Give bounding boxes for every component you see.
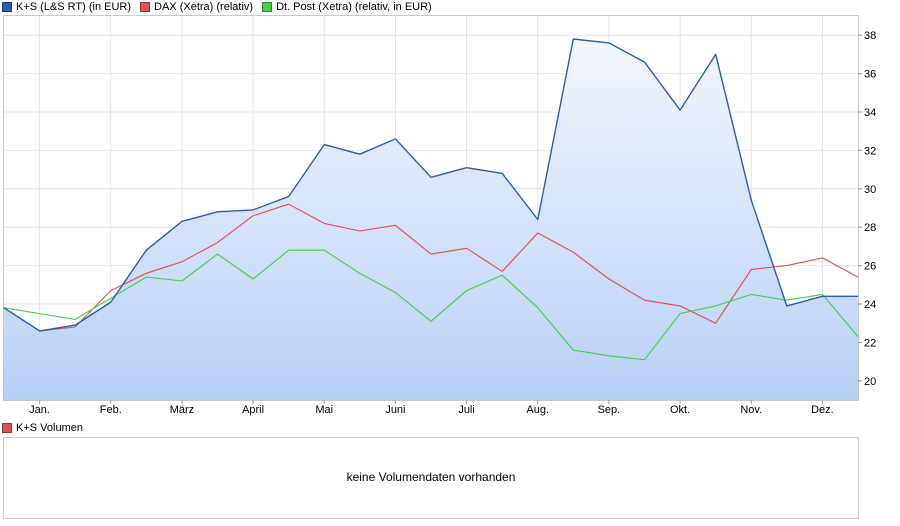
x-axis-ticks: Jan. Feb. März April Mai Juni Juli Aug. Sep. Okt.…: [29, 400, 834, 416]
volume-legend: K+S Volumen: [2, 421, 83, 435]
volume-empty-message: keine Volumendaten vorhanden: [346, 470, 516, 484]
volume-legend-swatch: [2, 423, 12, 433]
series-line-1: [3, 203, 859, 332]
series-line-2: [3, 249, 859, 361]
series-line-0: [3, 38, 858, 332]
y-tick-label: 30: [864, 184, 876, 196]
y-tick-label: 26: [864, 261, 876, 273]
legend-label-ks: K+S (L&S RT) (in EUR): [16, 1, 132, 13]
y-tick-label: 28: [864, 222, 876, 234]
x-tick-label: Juli: [458, 404, 475, 416]
x-tick-label: Dez.: [811, 404, 834, 416]
y-axis-ticks: 20 22 24 26 28 30 32 34 36 38: [858, 30, 876, 388]
legend-item-post[interactable]: Dt. Post (Xetra) (relativ, in EUR): [262, 1, 432, 13]
y-tick-label: 32: [864, 145, 876, 157]
x-tick-label: März: [170, 404, 194, 416]
x-tick-label: Nov.: [740, 404, 762, 416]
x-tick-label: Okt.: [670, 404, 690, 416]
y-tick-label: 34: [864, 107, 876, 119]
x-tick-label: Sep.: [598, 404, 621, 416]
series-lines: [3, 38, 859, 361]
legend-swatch-ks: [2, 2, 12, 12]
legend-swatch-post: [262, 2, 273, 12]
chart-legend: K+S (L&S RT) (in EUR) DAX (Xetra) (relat…: [2, 0, 441, 14]
legend-item-ks[interactable]: K+S (L&S RT) (in EUR): [2, 1, 131, 13]
legend-item-dax[interactable]: DAX (Xetra) (relativ): [140, 1, 253, 13]
volume-panel: keine Volumendaten vorhanden: [3, 437, 859, 519]
x-tick-label: Aug.: [526, 404, 549, 416]
ks-area-fill: [4, 39, 858, 400]
volume-legend-label: K+S Volumen: [16, 422, 83, 434]
x-tick-label: Mai: [315, 404, 333, 416]
y-tick-label: 24: [864, 299, 876, 311]
x-tick-label: Juni: [385, 404, 405, 416]
legend-label-post: Dt. Post (Xetra) (relativ, in EUR): [276, 1, 432, 13]
x-tick-label: Feb.: [100, 404, 122, 416]
y-tick-label: 38: [864, 30, 876, 42]
legend-swatch-dax: [140, 2, 151, 12]
legend-label-dax: DAX (Xetra) (relativ): [154, 1, 254, 13]
x-tick-label: Jan.: [29, 404, 50, 416]
y-tick-label: 20: [864, 376, 876, 388]
y-tick-label: 22: [864, 337, 876, 349]
x-tick-label: April: [242, 404, 264, 416]
price-chart: 20 22 24 26 28 30 32 34 36 38 Jan. Feb. März April Ma…: [3, 15, 876, 416]
y-tick-label: 36: [864, 69, 876, 81]
